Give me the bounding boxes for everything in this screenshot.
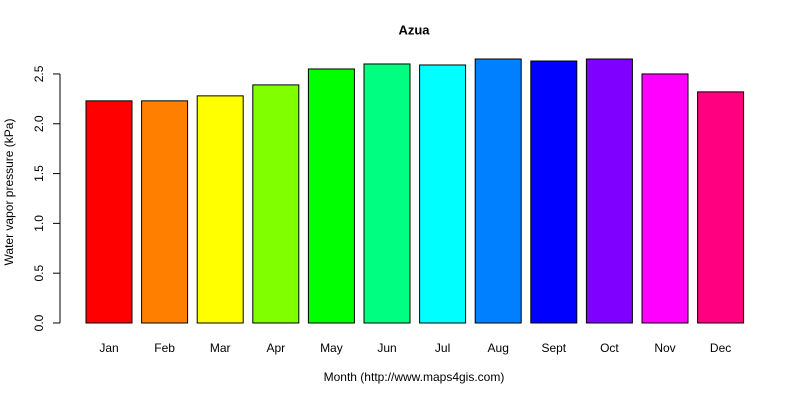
- x-tick-label: Jan: [99, 341, 118, 355]
- bar: [363, 63, 411, 324]
- bar: [641, 73, 689, 324]
- x-tick-label: Aug: [488, 341, 509, 355]
- bar: [419, 64, 467, 324]
- x-tick-label: Feb: [154, 341, 175, 355]
- x-tick-label: Nov: [654, 341, 675, 355]
- bar: [141, 100, 189, 324]
- bar: [85, 100, 133, 324]
- bar: [307, 68, 355, 324]
- x-tick-label: Sept: [541, 341, 566, 355]
- x-tick-label: May: [320, 341, 343, 355]
- y-tick-label: 2.0: [32, 115, 46, 132]
- y-tick-label: 1.0: [32, 215, 46, 232]
- x-tick-label: Jun: [377, 341, 396, 355]
- chart-title: Azua: [398, 22, 430, 37]
- y-tick-label: 1.5: [32, 165, 46, 182]
- bar: [697, 91, 745, 324]
- bar: [252, 84, 300, 324]
- y-tick-label: 2.5: [32, 65, 46, 82]
- y-axis-label: Water vapor pressure (kPa): [2, 119, 16, 266]
- y-tick-label: 0.0: [32, 314, 46, 331]
- bar: [196, 95, 244, 324]
- y-tick-label: 0.5: [32, 265, 46, 282]
- bar: [530, 60, 578, 324]
- x-tick-label: Oct: [600, 341, 619, 355]
- bar: [474, 58, 522, 324]
- x-tick-label: Apr: [266, 341, 285, 355]
- bar: [585, 58, 633, 324]
- x-tick-label: Dec: [710, 341, 731, 355]
- x-axis-label: Month (http://www.maps4gis.com): [324, 370, 505, 384]
- x-tick-label: Jul: [435, 341, 450, 355]
- x-tick-label: Mar: [210, 341, 231, 355]
